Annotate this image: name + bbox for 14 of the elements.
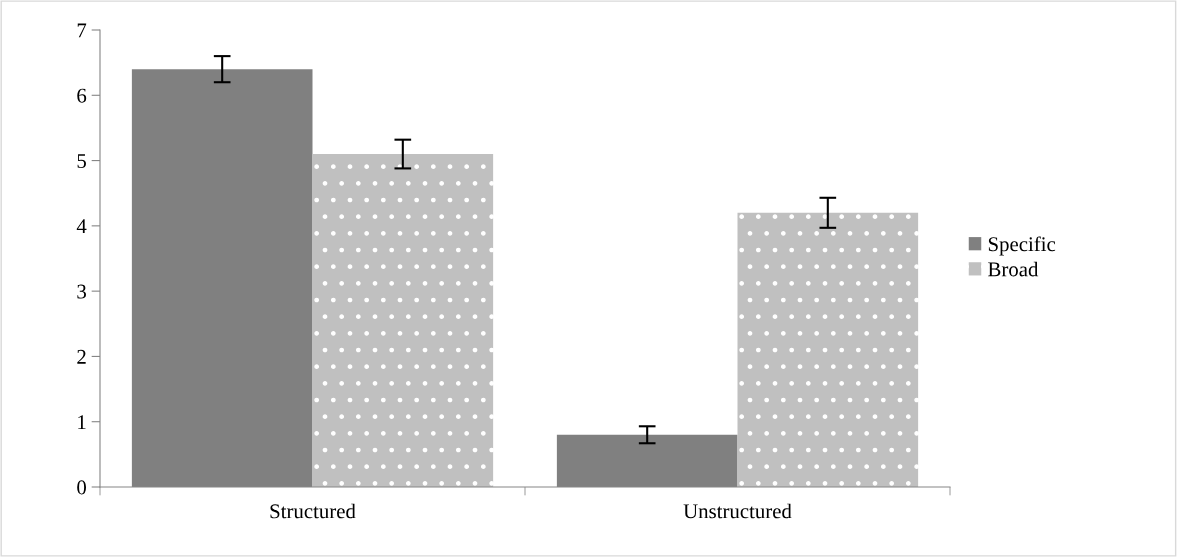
bar xyxy=(312,154,494,487)
y-tick-label: 2 xyxy=(77,349,86,364)
y-tick-label: 3 xyxy=(77,284,86,299)
legend-label: Broad xyxy=(988,261,1039,277)
legend-label: Specific xyxy=(988,236,1056,256)
x-tick-label: Structured xyxy=(270,503,356,519)
bar xyxy=(737,212,919,487)
y-tick-label: 5 xyxy=(77,154,86,168)
y-tick-label: 1 xyxy=(78,415,86,429)
y-tick-label: 4 xyxy=(76,219,87,234)
x-tick-label: Unstructured xyxy=(683,503,792,519)
y-tick-label: 7 xyxy=(77,23,87,38)
y-tick-label: 0 xyxy=(77,480,87,495)
y-tick-label: 6 xyxy=(77,88,87,103)
